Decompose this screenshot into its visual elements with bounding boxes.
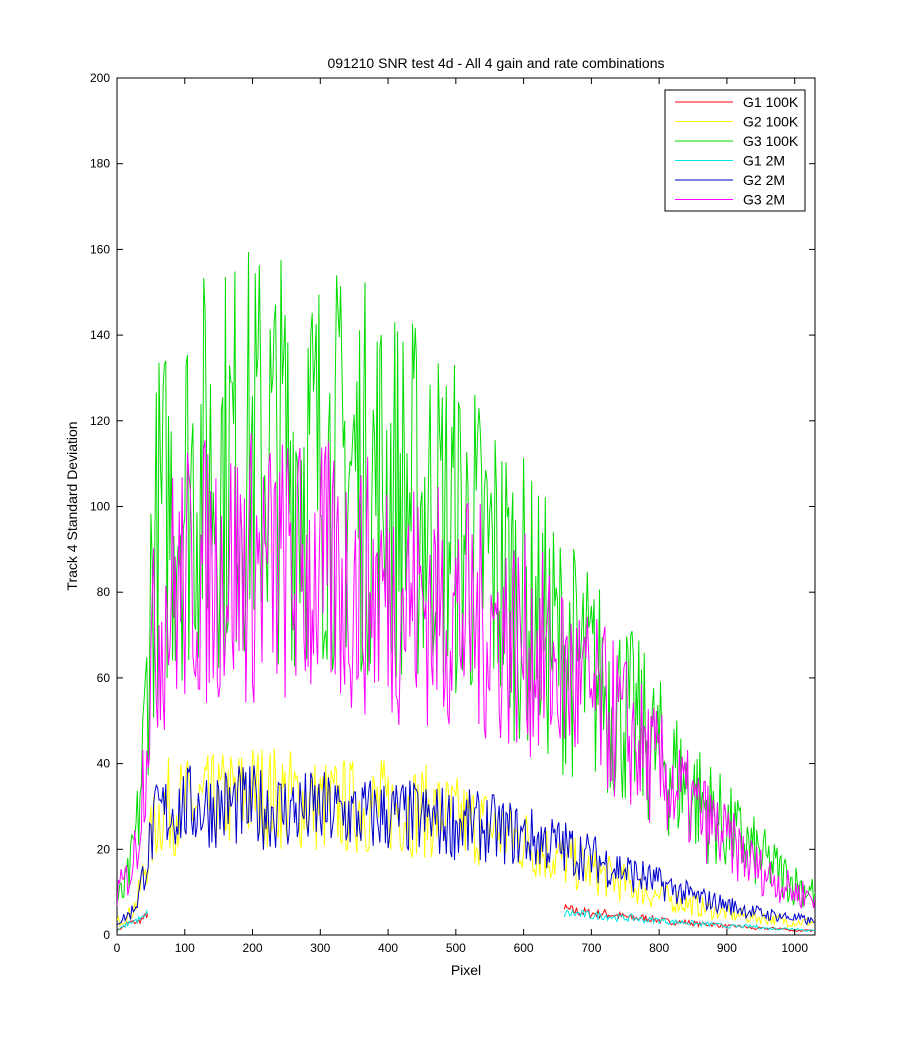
y-tick-label: 100 — [90, 500, 110, 514]
x-tick-label: 500 — [446, 941, 466, 955]
x-tick-label: 100 — [175, 941, 195, 955]
legend-label: G1 100K — [743, 94, 799, 110]
x-tick-label: 600 — [514, 941, 534, 955]
x-tick-label: 200 — [243, 941, 263, 955]
y-tick-label: 200 — [90, 71, 110, 85]
x-tick-label: 0 — [114, 941, 121, 955]
y-tick-label: 40 — [97, 757, 111, 771]
legend-label: G2 2M — [743, 172, 785, 188]
legend-label: G3 100K — [743, 133, 799, 149]
y-tick-label: 180 — [90, 157, 110, 171]
series-line-g2-100k-0 — [117, 748, 815, 928]
x-axis-label: Pixel — [451, 962, 481, 978]
legend-label: G3 2M — [743, 192, 785, 208]
y-tick-label: 140 — [90, 328, 110, 342]
y-tick-label: 120 — [90, 414, 110, 428]
series-line-g1-2m-1 — [563, 909, 815, 932]
x-tick-label: 700 — [581, 941, 601, 955]
y-tick-label: 20 — [97, 842, 111, 856]
x-tick-label: 800 — [649, 941, 669, 955]
series-line-g1-2m-0 — [117, 909, 148, 931]
series-line-g1-100k-1 — [563, 903, 815, 933]
y-axis-label: Track 4 Standard Deviation — [64, 421, 80, 590]
series-line-g2-2m-0 — [117, 765, 815, 926]
series-line-g3-2m-0 — [117, 433, 815, 909]
x-tick-label: 400 — [378, 941, 398, 955]
series-line-g3-100k-0 — [117, 251, 815, 908]
x-tick-label: 300 — [310, 941, 330, 955]
legend-label: G2 100K — [743, 114, 799, 130]
y-tick-label: 60 — [97, 671, 111, 685]
y-tick-label: 80 — [97, 585, 111, 599]
x-tick-label: 900 — [717, 941, 737, 955]
x-tick-label: 1000 — [781, 941, 808, 955]
legend-box — [664, 89, 806, 212]
chart-title: 091210 SNR test 4d - All 4 gain and rate… — [328, 55, 665, 71]
y-tick-label: 160 — [90, 242, 110, 256]
y-tick-label: 0 — [103, 928, 110, 942]
legend-label: G1 2M — [743, 153, 785, 169]
plot-area: 0 100 200 300 400 500 600 700 800 900 1000 0 20 40 60 8… — [90, 71, 816, 955]
